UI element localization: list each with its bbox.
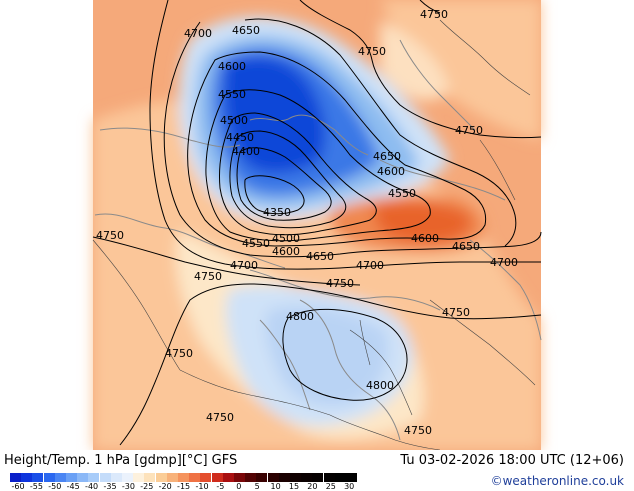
- footer: Height/Temp. 1 hPa [gdmp][°C] GFS Tu 03-…: [0, 450, 634, 491]
- contour-label: 4500: [220, 114, 248, 127]
- legend-tick: -10: [195, 482, 209, 491]
- legend-tick: -45: [66, 482, 80, 491]
- contour-label: 4700: [184, 27, 212, 40]
- contour-label: 4600: [377, 165, 405, 178]
- legend-tick: -15: [177, 482, 191, 491]
- legend-tick: 25: [325, 482, 336, 491]
- contour-label: 4800: [286, 310, 314, 323]
- legend-swatch: [290, 473, 301, 482]
- legend-swatch: [245, 473, 257, 482]
- legend-tick: -25: [140, 482, 154, 491]
- legend-tick: -30: [121, 482, 135, 491]
- legend-swatch: [21, 473, 33, 482]
- valid-time: Tu 03-02-2026 18:00 UTC (12+06): [400, 453, 624, 468]
- contour-label: 4650: [232, 24, 260, 37]
- contour-label: 4450: [226, 131, 254, 144]
- legend-tick: -5: [216, 482, 225, 491]
- contour-label: 4700: [356, 259, 384, 272]
- legend-tick: 20: [307, 482, 318, 491]
- legend-swatch: [32, 473, 44, 482]
- legend-swatch: [301, 473, 313, 482]
- legend-swatch: [133, 473, 145, 482]
- legend-swatch: [222, 473, 234, 482]
- contour-label: 4500: [272, 232, 300, 245]
- contour-label: 4750: [420, 8, 448, 21]
- contour-label: 4800: [366, 379, 394, 392]
- contour-label: 4600: [218, 60, 246, 73]
- weather-map: 4750 4700 4650 4750 4600 4550 4500 4450 …: [92, 0, 542, 450]
- legend-swatch: [278, 473, 290, 482]
- legend-tick: -40: [85, 482, 99, 491]
- contour-label: 4650: [306, 250, 334, 263]
- legend-tick: 30: [344, 482, 355, 491]
- legend-swatch: [110, 473, 122, 482]
- color-legend: -60 -55 -50 -45 -40 -35 -30 -25 -20 -15 -10 -5 0 5 10 1…: [10, 473, 357, 491]
- contour-label: 4600: [411, 232, 439, 245]
- legend-tick: -35: [103, 482, 117, 491]
- map-title: Height/Temp. 1 hPa [gdmp][°C] GFS: [4, 453, 238, 468]
- legend-swatch: [334, 473, 346, 482]
- contour-label: 4400: [232, 145, 260, 158]
- contour-label: 4700: [490, 256, 518, 269]
- legend-swatch: [312, 473, 324, 482]
- legend-swatch: [122, 473, 133, 482]
- contour-labels: 4750 4700 4650 4750 4600 4550 4500 4450 …: [96, 8, 518, 437]
- contour-label: 4750: [96, 229, 124, 242]
- contour-label: 4750: [194, 270, 222, 283]
- legend-swatch: [144, 473, 156, 482]
- contour-label: 4550: [242, 237, 270, 250]
- legend-tick: -55: [29, 482, 43, 491]
- legend-swatch: [323, 473, 335, 482]
- legend-swatch: [234, 473, 245, 482]
- legend-swatch: [166, 473, 178, 482]
- coastlines: [94, 39, 542, 441]
- legend-tick: -60: [11, 482, 25, 491]
- legend-swatch: [88, 473, 100, 482]
- legend-tick: 5: [254, 482, 260, 491]
- contour-label: 4750: [326, 277, 354, 290]
- legend-swatch: [256, 473, 268, 482]
- contour-label: 4600: [272, 245, 300, 258]
- legend-swatch: [77, 473, 89, 482]
- contour-label: 4550: [388, 187, 416, 200]
- contour-label: 4700: [230, 259, 258, 272]
- legend-swatch: [66, 473, 77, 482]
- contour-label: 4750: [358, 45, 386, 58]
- legend-swatch: [211, 473, 223, 482]
- legend-swatch: [200, 473, 212, 482]
- contour-label: 4650: [452, 240, 480, 253]
- legend-tick: 15: [288, 482, 300, 491]
- legend-swatch: [10, 473, 21, 482]
- contour-label: 4750: [206, 411, 234, 424]
- legend-swatch: [155, 473, 167, 482]
- contour-label: 4750: [404, 424, 432, 437]
- legend-tick: 0: [236, 482, 242, 491]
- legend-tick: -50: [48, 482, 62, 491]
- legend-swatch: [267, 473, 279, 482]
- height-contours: [92, 0, 542, 446]
- contour-label: 4650: [373, 150, 401, 163]
- legend-swatch: [54, 473, 66, 482]
- borders: [92, 19, 536, 450]
- legend-swatch: [43, 473, 55, 482]
- credit-link[interactable]: ©weatheronline.co.uk: [490, 474, 624, 488]
- contour-label: 4750: [165, 347, 193, 360]
- legend-swatch: [346, 473, 357, 482]
- contour-label: 4750: [442, 306, 470, 319]
- legend-swatch: [99, 473, 111, 482]
- legend-tick: -20: [158, 482, 172, 491]
- contour-label: 4750: [455, 124, 483, 137]
- temperature-field: [93, 0, 541, 450]
- legend-swatch: [189, 473, 201, 482]
- contour-label: 4550: [218, 88, 246, 101]
- legend-tick: 10: [270, 482, 281, 491]
- contour-label: 4350: [263, 206, 291, 219]
- legend-swatch: [178, 473, 189, 482]
